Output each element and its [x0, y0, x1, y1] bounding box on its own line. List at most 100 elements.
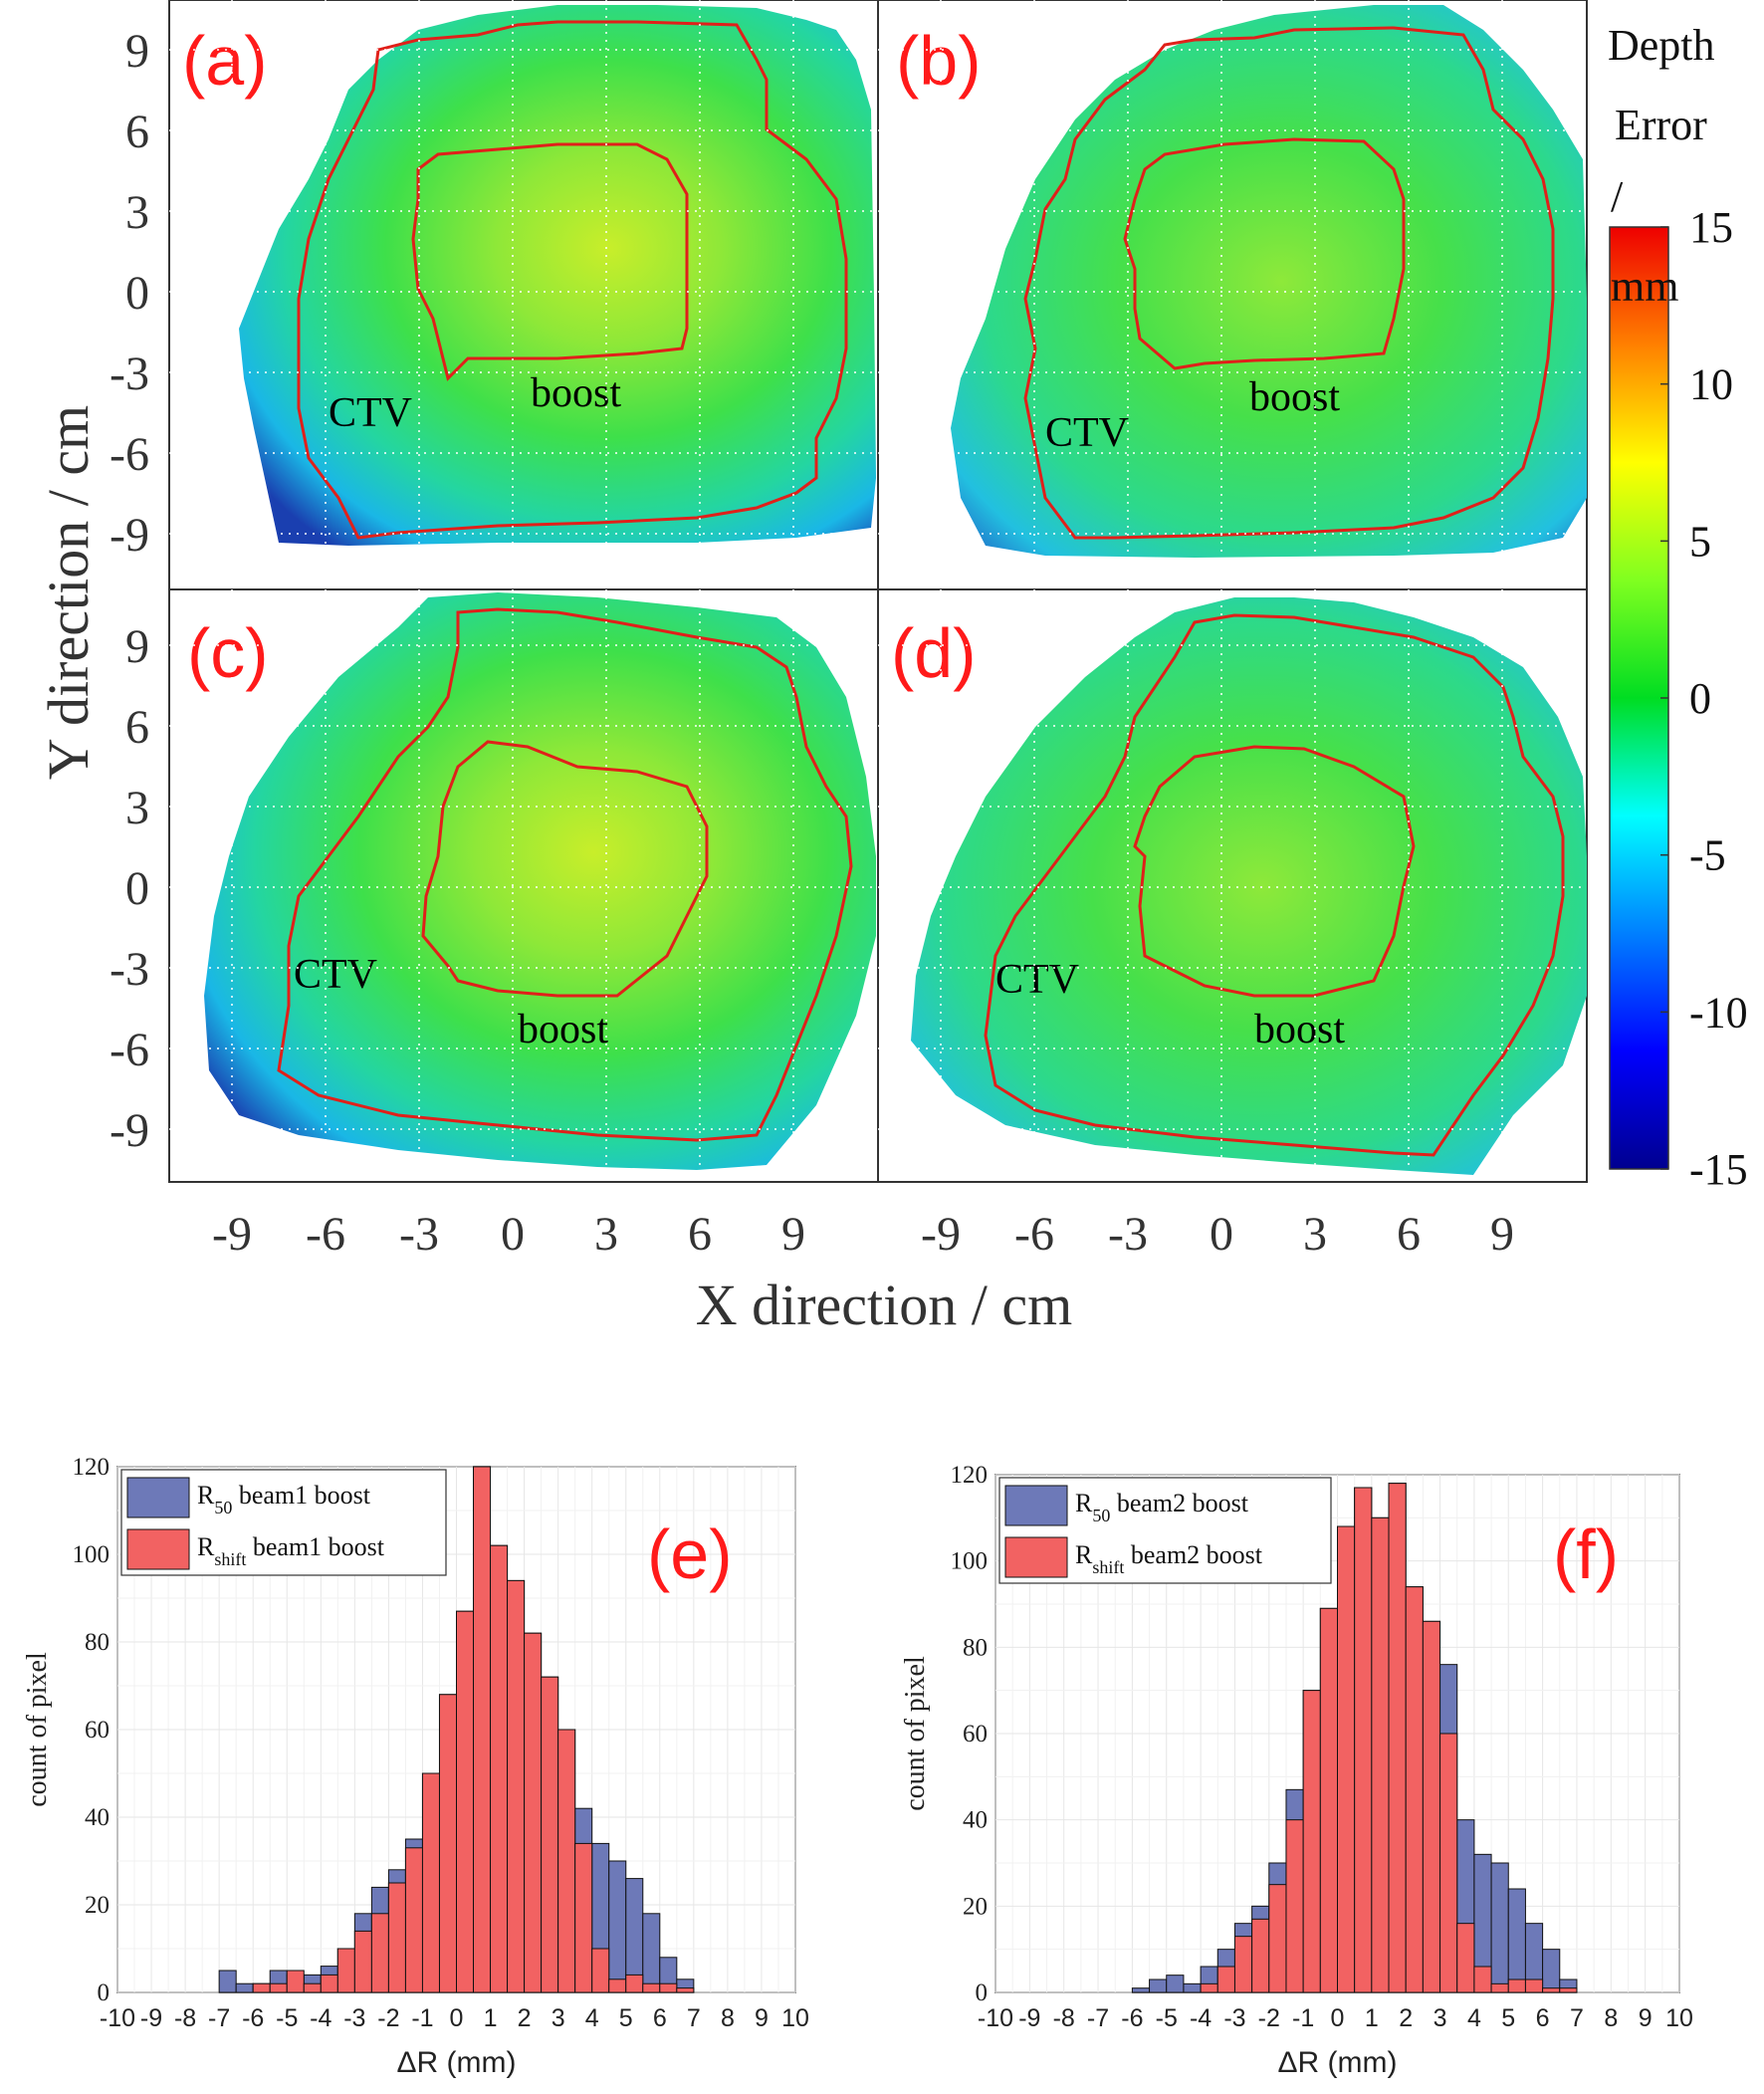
hist-x-axis-title: ΔR (mm) [397, 2046, 517, 2079]
map-x-tick-label: 6 [688, 1208, 712, 1261]
heatmap-fill [951, 5, 1587, 558]
boost-label-d: boost [1254, 1007, 1345, 1052]
hist-bar-r50 [642, 1913, 661, 1993]
colorbar: Depth Error / mm 15 10 5 0 -5 -10 -15 [1608, 21, 1748, 1194]
hist-x-tick-label: -10 [100, 2004, 135, 2032]
hist-bar-rshift [1200, 1982, 1218, 1993]
hist-x-tick-label: -9 [140, 2004, 162, 2032]
map-y-tick-label: -3 [110, 943, 149, 996]
hist-y-axis-title: count of pixel [22, 1652, 53, 1807]
hist-legend-swatch [126, 1477, 190, 1518]
map-x-tick-label: -3 [1108, 1208, 1148, 1261]
map-x-tick-label: -9 [921, 1208, 961, 1261]
boost-label-b: boost [1249, 374, 1340, 420]
map-y-tick-label: 6 [125, 701, 149, 754]
colorbar-tick-label: 15 [1689, 203, 1733, 252]
colorbar-tick-label: 10 [1689, 360, 1733, 409]
hist-y-tick-label: 100 [73, 1541, 110, 1568]
map-y-tick-label: -9 [110, 1104, 149, 1157]
hist-bar-r50 [1507, 1888, 1526, 1993]
hist-x-tick-label: 3 [551, 2004, 565, 2032]
panel-tag-a: (a) [182, 22, 268, 100]
map-y-tick-label: -6 [110, 428, 149, 481]
hist-bar-rshift [473, 1466, 492, 1993]
panel-tag-d: (d) [891, 614, 977, 692]
hist-y-tick-label: 120 [73, 1454, 110, 1481]
hist-bar-rshift [1268, 1884, 1287, 1993]
hist-legend-swatch [126, 1528, 190, 1570]
hist-bar-rshift [591, 1948, 610, 1993]
hist-bar-rshift [353, 1930, 372, 1993]
hist-bar-r50 [608, 1860, 627, 1993]
hist-bar-rshift [1422, 1620, 1441, 1993]
hist-bar-rshift [1490, 1982, 1509, 1993]
map-x-tick-label: 0 [501, 1208, 525, 1261]
hist-y-tick-label: 80 [963, 1634, 988, 1661]
hist-bar-r50 [1490, 1862, 1509, 1993]
ctv-contour [297, 20, 848, 540]
hist-bar-r50 [1149, 1978, 1168, 1993]
map-x-tick-label: 6 [1397, 1208, 1421, 1261]
hist-legend-label: Rshift beam1 boost [197, 1532, 385, 1569]
map-x-tick-label: -3 [399, 1208, 439, 1261]
hist-bar-rshift [1439, 1733, 1458, 1993]
hist-x-tick-label: 3 [1433, 2004, 1447, 2032]
hist-y-tick-label: 60 [963, 1721, 988, 1747]
hist-legend-swatch [1004, 1536, 1068, 1578]
hist-bar-rshift [608, 1978, 627, 1993]
hist-y-tick-label: 0 [976, 1979, 989, 2006]
hist-bar-rshift [625, 1974, 644, 1993]
ctv-label-d: CTV [995, 957, 1079, 1003]
hist-y-tick-label: 60 [85, 1717, 110, 1744]
heatmap-panel-a [168, 0, 879, 590]
hist-bar-rshift [1388, 1483, 1407, 1993]
colorbar-gradient [1609, 226, 1669, 1170]
hist-bar-rshift [541, 1676, 559, 1993]
hist-bar-r50 [1131, 1987, 1151, 1993]
hist-legend-label: Rshift beam2 boost [1075, 1540, 1263, 1577]
boost-contour [421, 740, 709, 998]
hist-bar-rshift [370, 1913, 389, 1993]
ctv-label-b: CTV [1045, 410, 1129, 456]
hist-bar-rshift [1285, 1819, 1304, 1993]
hist-panel-tag: (f) [1553, 1515, 1619, 1593]
hist-bar-r50 [235, 1982, 254, 1993]
hist-x-tick-label: 6 [653, 2004, 667, 2032]
map-x-tick-label: 3 [594, 1208, 618, 1261]
hist-x-tick-label: -3 [1223, 2004, 1245, 2032]
hist-x-tick-label: -5 [276, 2004, 298, 2032]
hist-bar-r50 [218, 1970, 237, 1993]
hist-legend-label: R50 beam1 boost [197, 1481, 371, 1517]
hist-bar-rshift [1405, 1586, 1424, 1993]
colorbar-tick-label: -10 [1689, 988, 1748, 1037]
hist-bar-rshift [404, 1847, 423, 1993]
hist-bar-rshift [1542, 1987, 1561, 1993]
hist-x-tick-label: -7 [1087, 2004, 1109, 2032]
hist-bar-rshift [1371, 1516, 1390, 1993]
heatmap-panel-b [877, 0, 1588, 590]
heatmap-panel-d [877, 588, 1588, 1183]
map-y-tick-label: 9 [125, 25, 149, 78]
hist-bar-rshift [659, 1982, 678, 1993]
hist-x-tick-label: -2 [377, 2004, 399, 2032]
hist-x-tick-label: 7 [1570, 2004, 1584, 2032]
hist-bar-rshift [252, 1982, 271, 1993]
hist-x-tick-label: 2 [1399, 2004, 1413, 2032]
hist-bar-rshift [303, 1982, 322, 1993]
colorbar-tick-label: -5 [1689, 831, 1726, 880]
hist-x-tick-label: 8 [721, 2004, 735, 2032]
hist-bar-rshift [524, 1632, 543, 1993]
map-y-tick-label: -9 [110, 509, 149, 562]
map-x-axis-title: X direction / cm [696, 1273, 1073, 1337]
hist-x-tick-label: 1 [484, 2004, 498, 2032]
hist-bar-r50 [1183, 1982, 1202, 1993]
hist-y-tick-label: 20 [963, 1893, 988, 1920]
hist-x-tick-label: -8 [174, 2004, 196, 2032]
hist-x-tick-label: -4 [1190, 2004, 1212, 2032]
hist-x-tick-label: 6 [1536, 2004, 1550, 2032]
ctv-contour [984, 613, 1565, 1157]
map-y-tick-label: -3 [110, 348, 149, 400]
map-x-tick-label: 3 [1303, 1208, 1327, 1261]
